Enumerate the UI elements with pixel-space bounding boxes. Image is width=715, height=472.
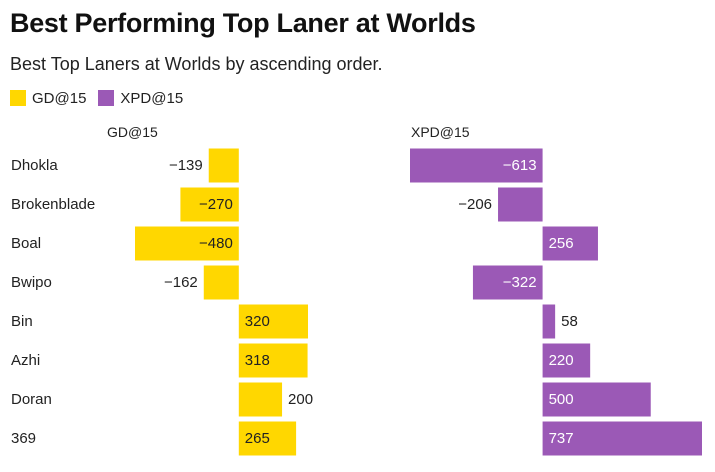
- bar-gd-15-369: [238, 421, 297, 456]
- data-label-xpd-15-bwipo: −322: [503, 274, 537, 291]
- legend-swatch-gd: [10, 90, 26, 106]
- bar-xpd-15-brokenblade: [498, 187, 543, 222]
- category-label-bwipo: Bwipo: [11, 274, 52, 291]
- category-label-bin: Bin: [11, 313, 33, 330]
- bar-gd-15-doran: [238, 382, 283, 417]
- data-label-xpd-15-doran: 500: [549, 391, 574, 408]
- bar-xpd-15-doran: [542, 382, 651, 417]
- legend: GD@15 XPD@15: [10, 88, 195, 108]
- category-label-dhokla: Dhokla: [11, 157, 58, 174]
- panel-title-xpd-15: XPD@15: [411, 124, 470, 140]
- data-label-gd-15-bwipo: −162: [164, 274, 198, 291]
- bar-xpd-15-dhokla: [410, 148, 543, 183]
- category-label-boal: Boal: [11, 235, 41, 252]
- bar-gd-15-bin: [238, 304, 308, 339]
- data-label-xpd-15-dhokla: −613: [503, 157, 537, 174]
- data-label-xpd-15-brokenblade: −206: [458, 196, 492, 213]
- legend-item-gd: GD@15: [10, 90, 86, 107]
- legend-swatch-xpd: [98, 90, 115, 106]
- bar-xpd-15-azhi: [542, 343, 591, 378]
- legend-label-gd: GD@15: [32, 89, 87, 107]
- chart-title: Best Performing Top Laner at Worlds: [10, 8, 476, 38]
- category-label-doran: Doran: [11, 391, 52, 408]
- legend-label-xpd: XPD@15: [120, 89, 184, 107]
- data-label-xpd-15-369: 737: [549, 430, 574, 447]
- bar-xpd-15-369: [542, 421, 702, 456]
- panel-title-gd-15: GD@15: [107, 124, 158, 140]
- chart-subtitle: Best Top Laners at Worlds by ascending o…: [10, 54, 383, 74]
- bar-gd-15-boal: [135, 226, 239, 261]
- bar-gd-15-azhi: [238, 343, 308, 378]
- data-label-gd-15-bin: 320: [245, 313, 270, 330]
- legend-item-xpd: XPD@15: [98, 90, 183, 107]
- bar-xpd-15-boal: [542, 226, 598, 261]
- data-label-gd-15-azhi: 318: [245, 352, 270, 369]
- bar-gd-15-dhokla: [208, 148, 239, 183]
- data-label-xpd-15-bin: 58: [561, 313, 578, 330]
- bar-gd-15-bwipo: [203, 265, 239, 300]
- bar-xpd-15-bwipo: [472, 265, 543, 300]
- data-label-gd-15-dhokla: −139: [169, 157, 203, 174]
- data-label-xpd-15-azhi: 220: [549, 352, 574, 369]
- bar-xpd-15-bin: [542, 304, 556, 339]
- bar-gd-15-brokenblade: [180, 187, 239, 222]
- category-label-azhi: Azhi: [11, 352, 40, 369]
- category-label-brokenblade: Brokenblade: [11, 196, 95, 213]
- data-label-gd-15-doran: 200: [288, 391, 313, 408]
- data-label-gd-15-369: 265: [245, 430, 270, 447]
- data-label-gd-15-brokenblade: −270: [199, 196, 233, 213]
- data-label-xpd-15-boal: 256: [549, 235, 574, 252]
- category-label-369: 369: [11, 430, 36, 447]
- data-label-gd-15-boal: −480: [199, 235, 233, 252]
